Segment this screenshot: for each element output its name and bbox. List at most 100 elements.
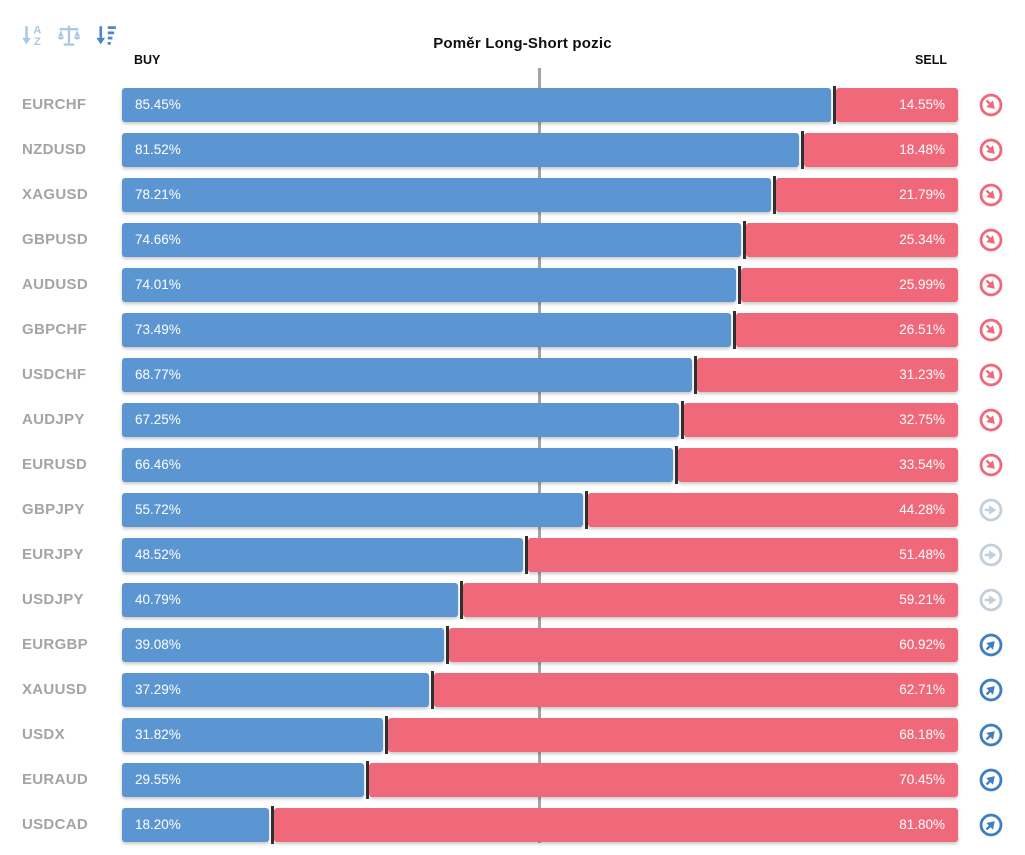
ratio-bar[interactable]: 55.72% 44.28% xyxy=(122,490,958,529)
sell-segment[interactable]: 21.79% xyxy=(775,177,958,212)
arrow-down-right-circle-icon xyxy=(978,362,1004,388)
buy-percent-label: 78.21% xyxy=(135,187,181,202)
sell-percent-label: 62.71% xyxy=(899,682,945,697)
sell-percent-label: 81.80% xyxy=(899,817,945,832)
buy-segment[interactable]: 37.29% xyxy=(122,672,429,707)
symbol-label: EURGBP xyxy=(22,636,88,653)
bar-divider xyxy=(445,625,449,664)
ratio-bar[interactable]: 67.25% 32.75% xyxy=(122,400,958,439)
table-row: GBPUSD 74.66% 25.34% xyxy=(0,217,1025,262)
sell-segment[interactable]: 44.28% xyxy=(587,492,958,527)
buy-segment[interactable]: 31.82% xyxy=(122,717,383,752)
arrow-up-right-circle-icon xyxy=(978,677,1004,703)
buy-segment[interactable]: 68.77% xyxy=(122,357,692,392)
table-row: USDX 31.82% 68.18% xyxy=(0,712,1025,757)
symbol-label: GBPJPY xyxy=(22,501,85,518)
sell-segment[interactable]: 60.92% xyxy=(448,627,958,662)
buy-percent-label: 66.46% xyxy=(135,457,181,472)
buy-percent-label: 67.25% xyxy=(135,412,181,427)
buy-percent-label: 74.01% xyxy=(135,277,181,292)
buy-percent-label: 73.49% xyxy=(135,322,181,337)
sell-segment[interactable]: 26.51% xyxy=(736,312,958,347)
symbol-label: EURCHF xyxy=(22,96,87,113)
ratio-bar[interactable]: 74.66% 25.34% xyxy=(122,220,958,259)
buy-segment[interactable]: 18.20% xyxy=(122,807,270,842)
buy-segment[interactable]: 85.45% xyxy=(122,87,832,122)
buy-segment[interactable]: 29.55% xyxy=(122,762,365,797)
sell-percent-label: 14.55% xyxy=(899,97,945,112)
ratio-bar[interactable]: 85.45% 14.55% xyxy=(122,85,958,124)
sell-segment[interactable]: 31.23% xyxy=(696,357,958,392)
buy-segment[interactable]: 78.21% xyxy=(122,177,771,212)
buy-segment[interactable]: 74.66% xyxy=(122,222,742,257)
buy-percent-label: 74.66% xyxy=(135,232,181,247)
symbol-label: USDCHF xyxy=(22,366,87,383)
sell-segment[interactable]: 81.80% xyxy=(274,807,958,842)
ratio-bar[interactable]: 81.52% 18.48% xyxy=(122,130,958,169)
buy-segment[interactable]: 67.25% xyxy=(122,402,680,437)
arrow-down-right-circle-icon xyxy=(978,272,1004,298)
sell-segment[interactable]: 14.55% xyxy=(836,87,958,122)
buy-segment[interactable]: 73.49% xyxy=(122,312,732,347)
sort-balance-icon[interactable] xyxy=(55,21,83,49)
table-row: EURJPY 48.52% 51.48% xyxy=(0,532,1025,577)
table-row: USDCHF 68.77% 31.23% xyxy=(0,352,1025,397)
arrow-down-right-circle-icon xyxy=(978,92,1004,118)
svg-text:Z: Z xyxy=(34,36,41,48)
buy-segment[interactable]: 39.08% xyxy=(122,627,444,662)
ratio-bar[interactable]: 73.49% 26.51% xyxy=(122,310,958,349)
ratio-bar[interactable]: 40.79% 59.21% xyxy=(122,580,958,619)
buy-percent-label: 37.29% xyxy=(135,682,181,697)
ratio-bar[interactable]: 68.77% 31.23% xyxy=(122,355,958,394)
symbol-label: EURAUD xyxy=(22,771,88,788)
sell-segment[interactable]: 25.99% xyxy=(740,267,958,302)
sell-percent-label: 59.21% xyxy=(899,592,945,607)
ratio-bar[interactable]: 48.52% 51.48% xyxy=(122,535,958,574)
sell-segment[interactable]: 51.48% xyxy=(527,537,958,572)
sort-by-value-icon[interactable] xyxy=(92,21,120,49)
table-row: USDCAD 18.20% 81.80% xyxy=(0,802,1025,847)
sell-segment[interactable]: 62.71% xyxy=(433,672,958,707)
buy-segment[interactable]: 55.72% xyxy=(122,492,583,527)
bar-divider xyxy=(737,265,741,304)
ratio-bar[interactable]: 29.55% 70.45% xyxy=(122,760,958,799)
symbol-label: EURJPY xyxy=(22,546,84,563)
sell-segment[interactable]: 33.54% xyxy=(677,447,958,482)
arrow-down-right-circle-icon xyxy=(978,317,1004,343)
sort-toolbar: A Z xyxy=(18,21,120,49)
ratio-bar[interactable]: 31.82% 68.18% xyxy=(122,715,958,754)
sell-column-header: SELL xyxy=(915,53,947,67)
buy-percent-label: 48.52% xyxy=(135,547,181,562)
buy-segment[interactable]: 48.52% xyxy=(122,537,523,572)
table-row: XAUUSD 37.29% 62.71% xyxy=(0,667,1025,712)
sell-percent-label: 60.92% xyxy=(899,637,945,652)
symbol-label: NZDUSD xyxy=(22,141,87,158)
table-row: EURUSD 66.46% 33.54% xyxy=(0,442,1025,487)
buy-segment[interactable]: 66.46% xyxy=(122,447,673,482)
ratio-bar[interactable]: 18.20% 81.80% xyxy=(122,805,958,844)
buy-percent-label: 39.08% xyxy=(135,637,181,652)
sell-segment[interactable]: 18.48% xyxy=(803,132,958,167)
sell-percent-label: 44.28% xyxy=(899,502,945,517)
arrow-right-circle-icon xyxy=(978,542,1004,568)
sell-percent-label: 25.99% xyxy=(899,277,945,292)
ratio-bar[interactable]: 37.29% 62.71% xyxy=(122,670,958,709)
sell-segment[interactable]: 25.34% xyxy=(746,222,958,257)
sell-segment[interactable]: 70.45% xyxy=(369,762,958,797)
sell-percent-label: 26.51% xyxy=(899,322,945,337)
table-row: GBPJPY 55.72% 44.28% xyxy=(0,487,1025,532)
buy-segment[interactable]: 81.52% xyxy=(122,132,799,167)
sell-percent-label: 25.34% xyxy=(899,232,945,247)
sell-segment[interactable]: 68.18% xyxy=(388,717,958,752)
ratio-bar[interactable]: 66.46% 33.54% xyxy=(122,445,958,484)
ratio-bar[interactable]: 74.01% 25.99% xyxy=(122,265,958,304)
sell-segment[interactable]: 32.75% xyxy=(684,402,958,437)
buy-segment[interactable]: 74.01% xyxy=(122,267,736,302)
buy-segment[interactable]: 40.79% xyxy=(122,582,458,617)
ratio-bar[interactable]: 39.08% 60.92% xyxy=(122,625,958,664)
sell-segment[interactable]: 59.21% xyxy=(463,582,958,617)
symbol-label: GBPUSD xyxy=(22,231,88,248)
sort-alphabetical-icon[interactable]: A Z xyxy=(18,21,46,49)
ratio-bar[interactable]: 78.21% 21.79% xyxy=(122,175,958,214)
